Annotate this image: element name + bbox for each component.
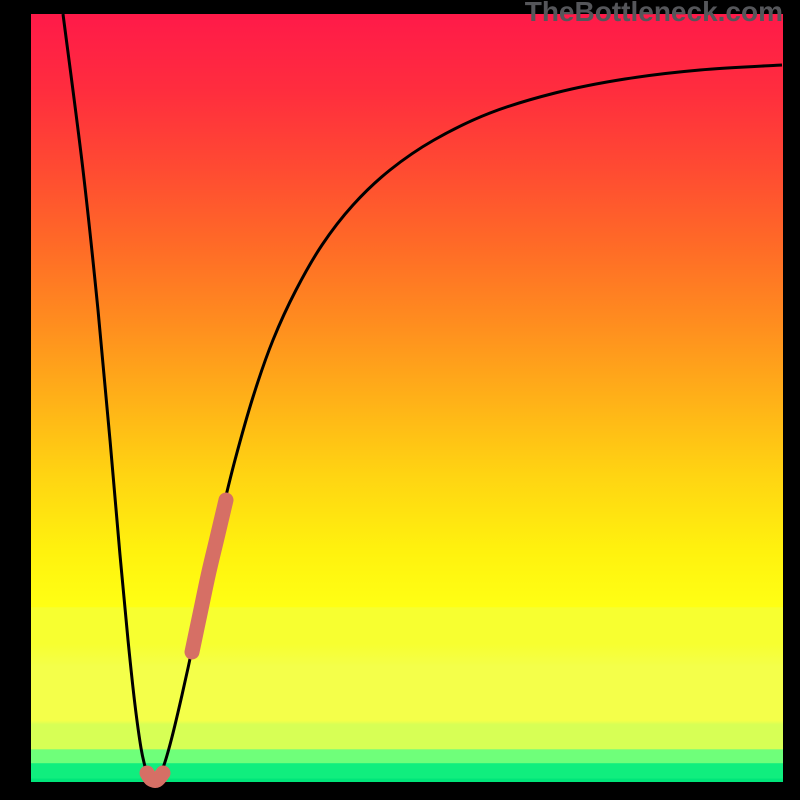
marker-hook (147, 773, 163, 780)
chart-root: TheBottleneck.com (0, 0, 800, 800)
bottleneck-curve (63, 14, 782, 781)
watermark-text: TheBottleneck.com (525, 0, 783, 28)
curve-layer (0, 0, 800, 800)
marker-segment (192, 500, 226, 652)
